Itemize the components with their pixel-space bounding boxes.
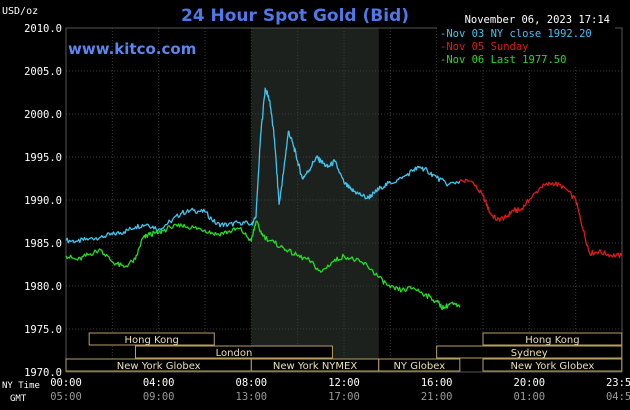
gmt-axis-label: GMT	[10, 394, 27, 404]
y-tick-label: 1975.0	[24, 324, 62, 336]
x-tick-label-gmt: 13:00	[236, 391, 268, 403]
legend-entry: -Nov 05 Sunday	[440, 41, 529, 53]
x-tick-label-gmt: 21:00	[421, 391, 453, 403]
y-tick-label: 2010.0	[24, 23, 62, 35]
session-bar: New York NYMEX	[250, 358, 380, 372]
session-label: New York NYMEX	[273, 361, 358, 372]
series-line-3	[65, 220, 461, 311]
session-label: London	[216, 348, 253, 359]
x-tick-label-ny: 04:00	[143, 377, 175, 389]
x-tick-label-ny: 08:00	[236, 377, 268, 389]
x-tick-label-gmt: 17:00	[328, 391, 360, 403]
series-line-1	[65, 87, 461, 244]
series-layer	[65, 87, 623, 311]
y-tick-label: 1980.0	[24, 281, 62, 293]
y-tick-label: 1970.0	[24, 367, 62, 379]
session-label: NY Globex	[393, 361, 445, 372]
site-watermark: www.kitco.com	[68, 40, 196, 58]
session-bar: New York Globex	[482, 358, 623, 372]
session-bar: London	[135, 345, 333, 359]
x-tick-label-ny: 16:00	[421, 377, 453, 389]
session-label: Hong Kong	[525, 335, 579, 346]
x-tick-label-ny: 12:00	[328, 377, 360, 389]
session-bar: Hong Kong	[88, 332, 215, 346]
legend: -Nov 03 NY close 1992.20-Nov 05 Sunday-N…	[437, 26, 615, 66]
legend-entry: -Nov 03 NY close 1992.20	[440, 28, 592, 40]
chart-title: 24 Hour Spot Gold (Bid)	[181, 6, 409, 26]
market-sessions: Hong Kong Hong Kong London Sydney New York G…	[65, 332, 623, 372]
session-bar: Sydney	[436, 345, 623, 359]
series-line-2	[459, 178, 623, 259]
x-tick-label-ny: 20:00	[514, 377, 546, 389]
x-tick-label-gmt: 05:00	[50, 391, 82, 403]
x-tick-label-ny: 23:59	[606, 377, 630, 389]
x-tick-label-gmt: 04:59	[606, 391, 630, 403]
session-bar: Hong Kong	[482, 332, 623, 346]
x-axis-ticks: 00:00 04:00 08:00 12:00 16:00 20:00 23:59 05:00…	[50, 377, 630, 403]
y-tick-label: 1995.0	[24, 152, 62, 164]
x-tick-label-gmt: 09:00	[143, 391, 175, 403]
session-label: Sydney	[511, 348, 548, 359]
x-tick-label-gmt: 01:00	[514, 391, 546, 403]
x-tick-label-ny: 00:00	[50, 377, 82, 389]
chart-datetime: November 06, 2023 17:14	[465, 14, 610, 26]
session-bar: New York Globex	[65, 358, 252, 372]
ny-time-axis-label: NY Time	[2, 381, 40, 391]
y-tick-label: 2005.0	[24, 66, 62, 78]
session-label: New York Globex	[510, 361, 594, 372]
legend-entry: -Nov 06 Last 1977.50	[440, 54, 566, 66]
plot-frame	[65, 27, 623, 373]
y-axis-unit-label: USD/oz	[2, 6, 38, 17]
y-axis-ticks: 2010.0 2005.0 2000.0 1995.0 1990.0 1985.0 1980…	[24, 23, 62, 379]
session-bar: NY Globex	[378, 358, 461, 372]
y-tick-label: 1990.0	[24, 195, 62, 207]
session-label: New York Globex	[117, 361, 201, 372]
legend-box	[437, 26, 615, 66]
y-tick-label: 1985.0	[24, 238, 62, 250]
y-tick-label: 2000.0	[24, 109, 62, 121]
session-label: Hong Kong	[125, 335, 179, 346]
